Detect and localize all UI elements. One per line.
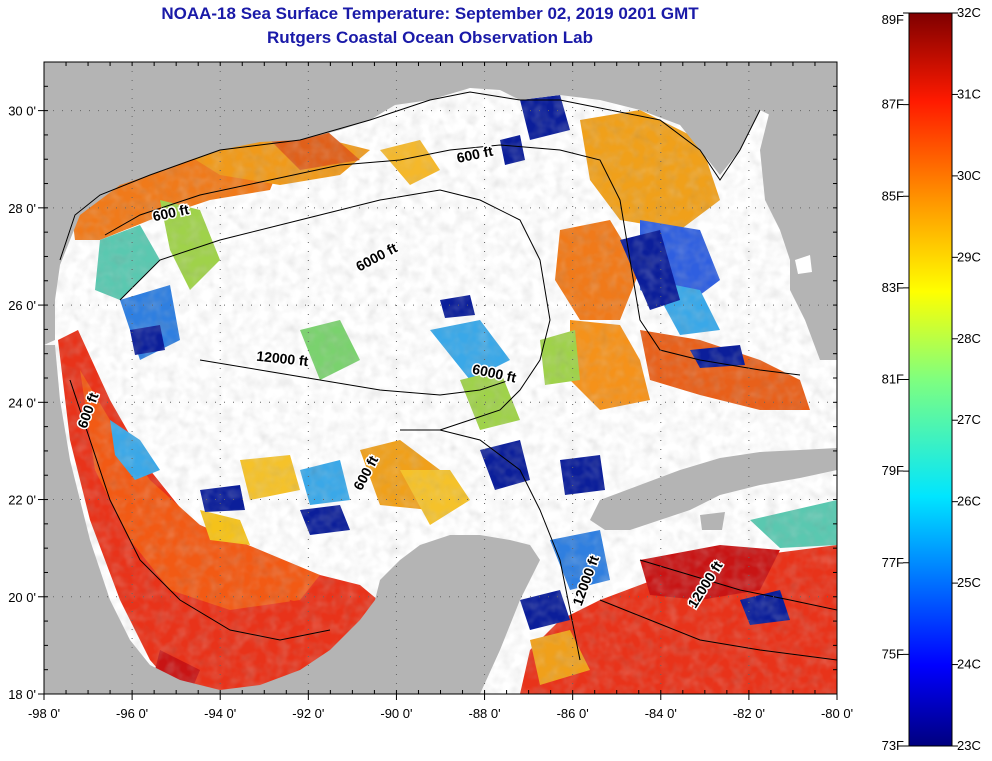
lon-tick-label: -88 0' [468, 706, 500, 721]
lat-tick-label: 20 0' [8, 590, 36, 605]
lat-tick-label: 26 0' [8, 298, 36, 313]
colorbar-labels: 32C 31C 30C 29C 28C 27C 26C 25C 24C 23C 89F 87F 85F 8… [882, 5, 981, 753]
celsius-label: 28C [957, 331, 981, 346]
fahrenheit-label: 81F [882, 372, 904, 387]
fahrenheit-label: 85F [882, 188, 904, 203]
fahrenheit-label: 75F [882, 646, 904, 661]
celsius-label: 23C [957, 738, 981, 753]
lat-tick-label: 22 0' [8, 493, 36, 508]
fahrenheit-label: 79F [882, 463, 904, 478]
lon-tick-label: -90 0' [380, 706, 412, 721]
celsius-label: 24C [957, 657, 981, 672]
celsius-label: 31C [957, 86, 981, 101]
lon-tick-label: -84 0' [645, 706, 677, 721]
lon-tick-label: -96 0' [116, 706, 148, 721]
colorbar-gradient [908, 12, 953, 747]
lat-lon-grid [44, 62, 837, 694]
celsius-label: 25C [957, 575, 981, 590]
lat-tick-label: 28 0' [8, 201, 36, 216]
lon-tick-label: -82 0' [733, 706, 765, 721]
map-subtitle: Rutgers Coastal Ocean Observation Lab [267, 28, 593, 47]
fahrenheit-label: 87F [882, 97, 904, 112]
lat-tick-label: 24 0' [8, 395, 36, 410]
celsius-label: 26C [957, 494, 981, 509]
axis-ticks: -98 0' -96 0' -94 0' -92 0' -90 0' -88 0' -86 … [8, 61, 853, 721]
fahrenheit-label: 77F [882, 555, 904, 570]
celsius-label: 29C [957, 249, 981, 264]
land-mass [44, 62, 837, 694]
fahrenheit-label: 73F [882, 738, 904, 753]
map-title: NOAA-18 Sea Surface Temperature: Septemb… [161, 4, 699, 23]
lat-tick-label: 30 0' [8, 104, 36, 119]
depth-contours [59, 91, 837, 661]
lon-tick-label: -92 0' [292, 706, 324, 721]
fahrenheit-label: 89F [882, 12, 904, 27]
lat-tick-label: 18 0' [8, 687, 36, 702]
celsius-label: 30C [957, 168, 981, 183]
lon-tick-label: -86 0' [557, 706, 589, 721]
lon-tick-label: -98 0' [28, 706, 60, 721]
fahrenheit-label: 83F [882, 280, 904, 295]
celsius-label: 32C [957, 5, 981, 20]
celsius-label: 27C [957, 412, 981, 427]
lon-tick-label: -80 0' [821, 706, 853, 721]
lon-tick-label: -94 0' [204, 706, 236, 721]
